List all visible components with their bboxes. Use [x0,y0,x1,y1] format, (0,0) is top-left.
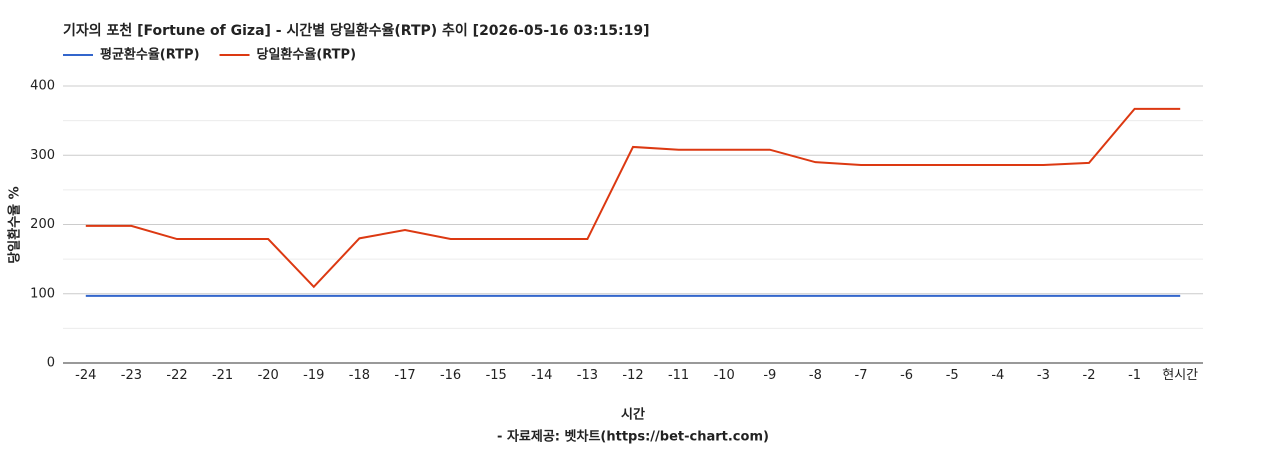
y-tick-label: 0 [47,356,55,371]
x-tick-label: -15 [485,368,507,383]
x-tick-label: 현시간 [1162,368,1199,383]
x-tick-label: -23 [120,368,142,383]
y-tick-label: 200 [30,217,55,232]
x-tick-label: -5 [945,368,959,383]
y-tick-label: 300 [30,148,55,163]
legend-label: 평균환수율(RTP) [100,47,200,63]
source-note: - 자료제공: 벳차트(https://bet-chart.com) [497,429,769,445]
legend-label: 당일환수율(RTP) [257,47,357,63]
x-tick-label: -17 [394,368,416,383]
series-line [85,107,1181,289]
x-tick-label: -14 [531,368,553,383]
x-axis-title: 시간 [621,407,645,423]
x-tick-label: -12 [622,368,644,383]
y-tick-label: 100 [30,286,55,301]
x-tick-label: -24 [75,368,97,383]
x-tick-label: -19 [303,368,325,383]
x-tick-label: -22 [166,368,188,383]
x-tick-label: -10 [713,368,735,383]
x-tick-label: -1 [1128,368,1142,383]
x-tick-label: -21 [211,368,234,383]
x-tick-label: -3 [1036,368,1050,383]
x-tick-label: -7 [854,368,868,383]
x-tick-label: -20 [257,368,279,383]
y-tick-label: 400 [30,79,55,94]
x-tick-label: -9 [763,368,777,383]
x-tick-label: -2 [1082,368,1096,383]
x-tick-label: -18 [348,368,370,383]
x-tick-label: -16 [439,368,462,383]
y-axis-title: 당일환수율 % [7,186,23,263]
x-tick-label: -13 [576,368,598,383]
x-tick-label: -6 [900,368,914,383]
x-tick-label: -4 [991,368,1005,383]
x-tick-label: -8 [808,368,822,383]
x-tick-label: -11 [667,368,690,383]
chart-title: 기자의 포천 [Fortune of Giza] - 시간별 당일환수율(RTP… [63,22,650,39]
